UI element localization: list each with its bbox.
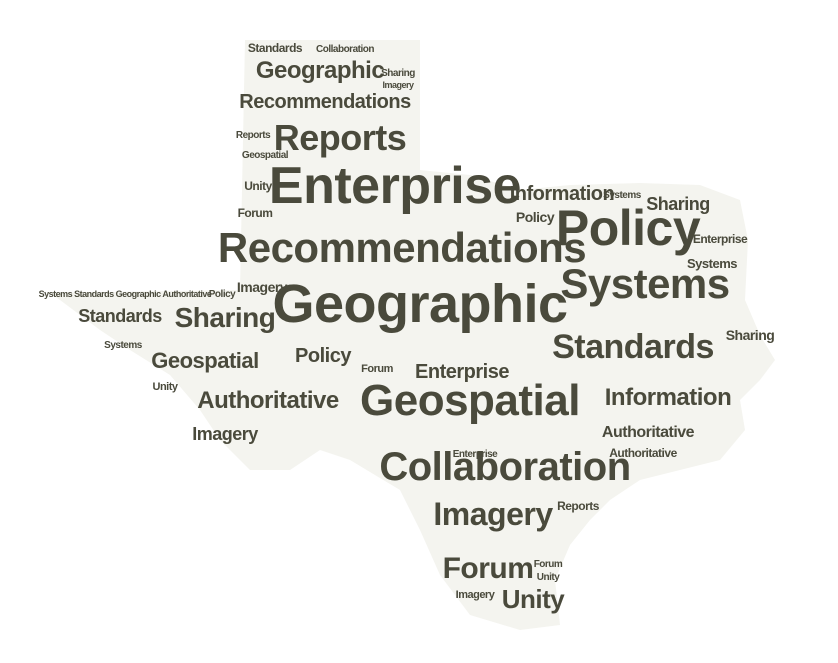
word-authoritative: Authoritative: [197, 387, 339, 414]
word-cloud-words: Standards CollaborationGeographicSharingI…: [39, 41, 775, 614]
word-enterprise: Enterprise: [269, 157, 521, 215]
word-collaboration: Collaboration: [379, 445, 630, 489]
word-enterprise: Enterprise: [693, 232, 748, 246]
word-imagery: Imagery: [237, 279, 288, 295]
word-sharing: Sharing: [646, 194, 710, 214]
word-forum: Forum: [361, 363, 393, 375]
word-geospatial: Geospatial: [360, 376, 580, 425]
word-imagery: Imagery: [192, 424, 258, 444]
word-reports: Reports: [557, 499, 600, 513]
word-collaboration: Collaboration: [316, 44, 374, 55]
word-reports: Reports: [236, 130, 271, 141]
word-unity: Unity: [244, 179, 272, 193]
word-systems: Systems: [560, 260, 729, 307]
word-unity: Unity: [502, 584, 566, 614]
word-policy: Policy: [556, 200, 701, 256]
word-sharing: Sharing: [175, 302, 276, 333]
word-systems: Systems: [104, 340, 143, 351]
word-geographic: Geographic: [272, 274, 567, 334]
word-geospatial: Geospatial: [242, 150, 289, 161]
word-forum: Forum: [443, 552, 534, 585]
word-geographic: Geographic: [256, 57, 385, 84]
word-sharing: Sharing: [381, 68, 415, 79]
word-standards: Standards: [248, 41, 303, 55]
word-sharing: Sharing: [726, 327, 775, 343]
word-imagery: Imagery: [456, 589, 496, 601]
word-policy: Policy: [516, 209, 555, 225]
word-enterprise: Enterprise: [415, 361, 509, 383]
word-policy: Policy: [295, 345, 352, 367]
word-recommendations: Recommendations: [218, 224, 586, 271]
word-forum: Forum: [238, 206, 273, 220]
word-reports: Reports: [274, 117, 407, 158]
word-standards: Standards: [552, 328, 714, 366]
word-imagery: Imagery: [382, 80, 414, 90]
word-authoritative: Authoritative: [602, 424, 695, 441]
word-policy: Policy: [209, 289, 236, 300]
word-systems-standards-geographic-authoritative: Systems Standards Geographic Authoritati…: [39, 289, 212, 299]
word-enterprise: Enterprise: [453, 449, 498, 460]
word-systems: Systems: [603, 190, 642, 201]
texas-shape-outline: [50, 40, 775, 630]
word-forum: Forum: [534, 559, 563, 570]
word-standards: Standards: [78, 306, 162, 326]
word-recommendations: Recommendations: [239, 91, 411, 113]
word-imagery: Imagery: [433, 496, 553, 532]
word-information: Information: [605, 384, 732, 411]
word-information: Information: [510, 183, 615, 205]
word-systems: Systems: [687, 256, 737, 271]
word-unity: Unity: [537, 572, 560, 583]
word-authoritative: Authoritative: [609, 446, 677, 460]
word-unity: Unity: [153, 381, 179, 393]
word-geospatial: Geospatial: [151, 348, 258, 373]
